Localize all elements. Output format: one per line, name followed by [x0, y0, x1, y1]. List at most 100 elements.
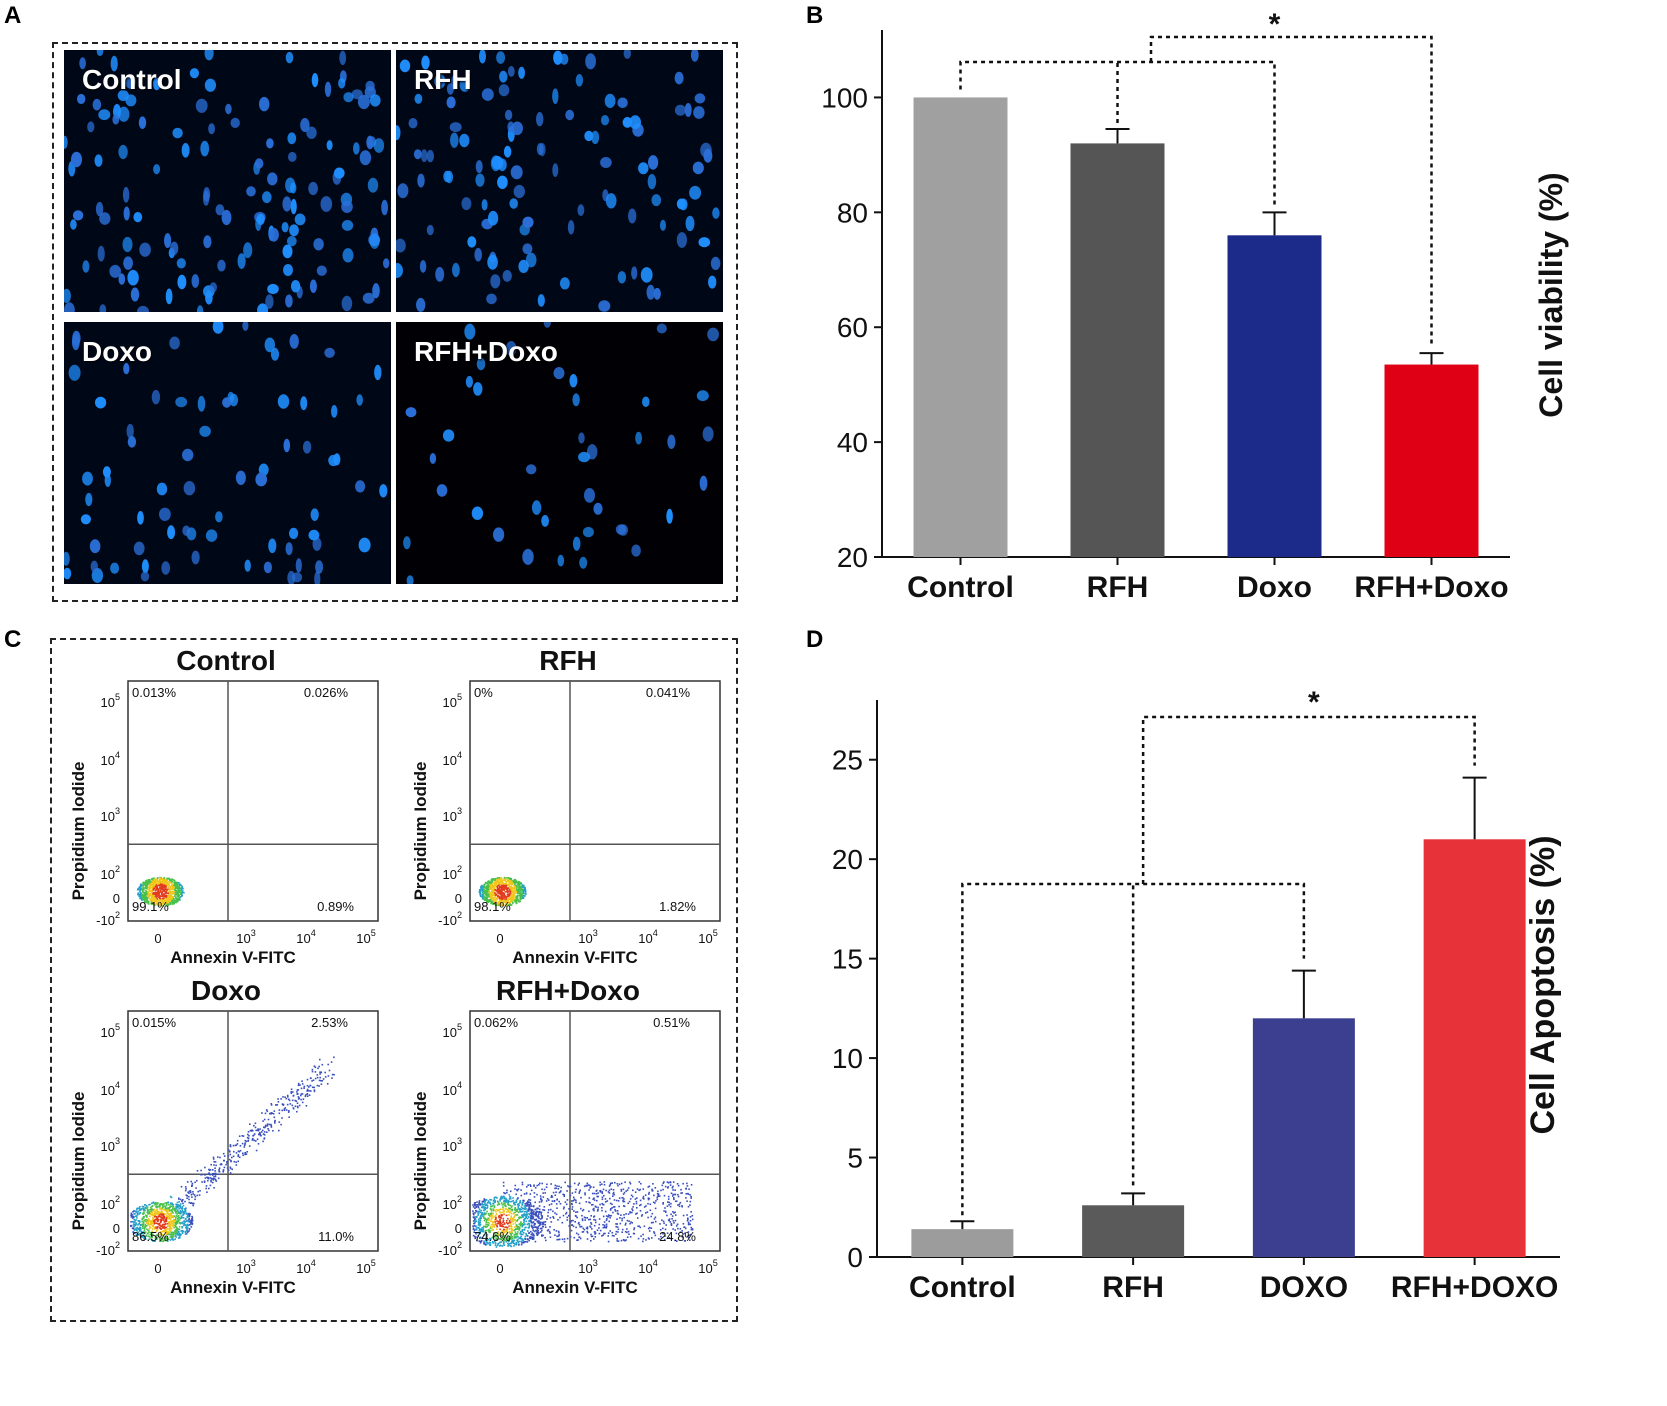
event-dot: [625, 1239, 627, 1241]
event-dot: [514, 1215, 516, 1217]
event-dot: [496, 889, 499, 891]
event-dot: [490, 888, 493, 891]
event-dot: [521, 1214, 523, 1217]
event-dot: [532, 1218, 534, 1220]
event-dot: [599, 1181, 601, 1184]
event-dot: [176, 1205, 179, 1208]
event-dot: [161, 1208, 164, 1210]
event-dot: [147, 900, 150, 903]
event-dot: [280, 1098, 282, 1100]
event-dot: [509, 880, 512, 882]
nucleus: [473, 382, 483, 396]
event-dot: [148, 1231, 150, 1234]
event-dot: [130, 1225, 133, 1227]
event-dot: [140, 1224, 143, 1226]
nucleus: [266, 138, 274, 149]
event-dot: [167, 1215, 170, 1218]
nucleus: [123, 206, 130, 221]
event-dot: [511, 1237, 514, 1240]
event-dot: [487, 1200, 490, 1202]
event-dot: [176, 1220, 178, 1222]
event-dot: [622, 1205, 625, 1207]
event-dot: [168, 1225, 170, 1227]
event-dot: [136, 888, 139, 891]
event-dot: [185, 1194, 188, 1196]
event-dot: [265, 1124, 267, 1127]
event-dot: [536, 1230, 538, 1232]
nucleus: [467, 236, 477, 248]
event-dot: [609, 1209, 612, 1211]
event-dot: [171, 1233, 173, 1236]
event-dot: [172, 1231, 174, 1234]
event-dot: [255, 1140, 257, 1142]
event-dot: [178, 1217, 181, 1219]
event-dot: [143, 1237, 145, 1240]
event-dot: [520, 1208, 523, 1211]
event-dot: [674, 1239, 676, 1242]
event-dot: [592, 1208, 594, 1211]
nucleus: [295, 558, 302, 573]
nucleus: [195, 98, 208, 113]
event-dot: [512, 1242, 515, 1244]
event-dot: [578, 1202, 581, 1205]
event-dot: [503, 897, 505, 899]
event-dot: [242, 1152, 244, 1155]
event-dot: [171, 1237, 174, 1239]
event-dot: [148, 1236, 151, 1238]
event-dot: [165, 1207, 167, 1210]
event-dot: [149, 1203, 151, 1206]
nucleus: [306, 126, 317, 139]
nucleus: [575, 74, 584, 87]
event-dot: [163, 1217, 165, 1220]
event-dot: [487, 1230, 490, 1232]
event-dot: [502, 879, 505, 882]
event-dot: [483, 1243, 485, 1245]
nucleus: [285, 542, 293, 556]
nucleus: [498, 84, 510, 97]
event-dot: [501, 895, 503, 897]
nucleus: [77, 93, 86, 105]
nucleus: [496, 51, 506, 64]
event-dot: [601, 1198, 604, 1201]
event-dot: [480, 1203, 483, 1206]
event-dot: [156, 899, 159, 902]
event-dot: [233, 1160, 236, 1163]
event-dot: [478, 1226, 480, 1229]
event-dot: [149, 888, 152, 890]
event-dot: [148, 1229, 150, 1232]
event-dot: [210, 1180, 212, 1183]
event-dot: [557, 1219, 559, 1221]
y-tick-label: 100: [821, 82, 868, 113]
nucleus: [399, 59, 411, 73]
event-dot: [301, 1093, 304, 1095]
event-dot: [268, 1123, 271, 1126]
event-dot: [493, 903, 495, 905]
event-dot: [586, 1182, 589, 1185]
event-dot: [544, 1223, 546, 1226]
event-dot: [522, 1233, 524, 1236]
event-dot: [167, 1231, 169, 1234]
event-dot: [494, 1242, 497, 1245]
event-dot: [167, 1240, 169, 1242]
event-dot: [590, 1235, 593, 1238]
event-dot: [176, 1229, 178, 1231]
event-dot: [187, 1220, 190, 1223]
event-dot: [168, 878, 171, 880]
event-dot: [558, 1185, 560, 1188]
event-dot: [163, 886, 166, 888]
event-dot: [516, 1239, 518, 1242]
event-dot: [510, 1206, 513, 1209]
event-dot: [515, 896, 517, 899]
event-dot: [512, 1240, 515, 1243]
event-dot: [551, 1196, 554, 1198]
plot-frame: [127, 1010, 379, 1252]
event-dot: [536, 1226, 538, 1229]
event-dot: [306, 1078, 309, 1081]
event-dot: [633, 1203, 635, 1205]
event-dot: [501, 887, 503, 890]
event-dot: [601, 1196, 604, 1199]
event-dot: [539, 1218, 542, 1220]
nucleus: [646, 284, 655, 300]
event-dot: [331, 1077, 333, 1079]
event-dot: [324, 1071, 326, 1074]
